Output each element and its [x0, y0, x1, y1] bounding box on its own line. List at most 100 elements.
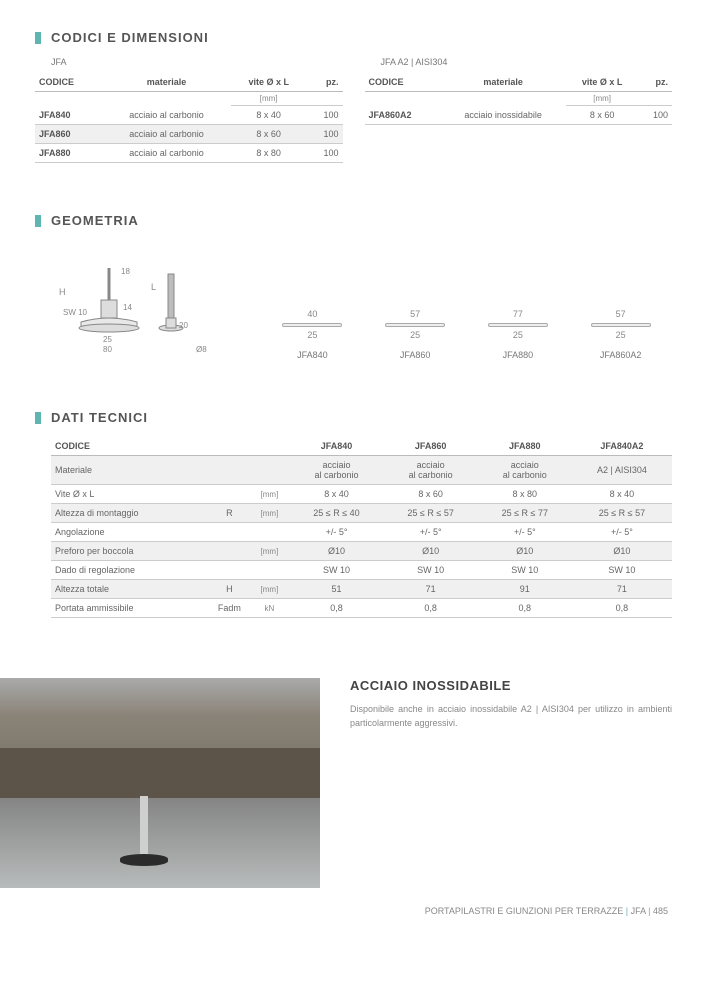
geom-foot-icon	[591, 323, 651, 327]
table-row: JFA880acciaio al carbonio8 x 80100	[35, 144, 343, 163]
cell-materiale: acciaio al carbonio	[102, 144, 231, 163]
cell-codice: JFA840	[35, 106, 102, 125]
table-row: Altezza totaleH[mm]51719171	[51, 580, 672, 599]
tech-label: Altezza totale	[51, 580, 209, 599]
geom-foot-icon	[385, 323, 445, 327]
table-row: Portata ammissibileFadmkN0,80,80,80,8	[51, 599, 672, 618]
geom-base: 25	[591, 330, 651, 340]
geom-label-base2: 80	[103, 345, 112, 354]
tech-value: +/- 5°	[478, 523, 572, 542]
tech-col-header	[209, 437, 249, 456]
tech-col-header: JFA880	[478, 437, 572, 456]
geom-code: JFA840	[282, 350, 342, 360]
geom-label-sw: SW 10	[63, 308, 88, 317]
tech-value: 0,8	[572, 599, 672, 618]
codes-subhead-jfa: JFA	[51, 57, 343, 67]
tech-value: +/- 5°	[289, 523, 383, 542]
tech-value: 8 x 40	[572, 485, 672, 504]
unit-mm: [mm]	[231, 92, 307, 106]
tech-value: Ø10	[289, 542, 383, 561]
inox-body: Disponibile anche in acciaio inossidabil…	[350, 703, 672, 730]
tech-value: +/- 5°	[572, 523, 672, 542]
tech-unit	[249, 456, 289, 485]
cell-materiale: acciaio al carbonio	[102, 106, 231, 125]
section-header-codici: CODICI E DIMENSIONI	[35, 30, 672, 45]
cell-pz: 100	[307, 106, 343, 125]
col-codice: CODICE	[35, 73, 102, 92]
tech-value: acciaioal carbonio	[478, 456, 572, 485]
tech-value: 25 ≤ R ≤ 40	[289, 504, 383, 523]
geom-code: JFA860A2	[591, 350, 651, 360]
tech-sym	[209, 485, 249, 504]
table-row: Materialeacciaioal carbonioacciaioal car…	[51, 456, 672, 485]
geometria-area: H SW 10 L 18 14 20 25 80 Ø8 40 25 JFA840 57…	[35, 240, 672, 360]
tech-table: CODICEJFA840JFA860JFA880JFA840A2 Materia…	[51, 437, 672, 618]
tech-value: 8 x 80	[478, 485, 572, 504]
table-row: Preforo per boccola[mm]Ø10Ø10Ø10Ø10	[51, 542, 672, 561]
tech-sym	[209, 542, 249, 561]
tech-sym: H	[209, 580, 249, 599]
footer-code: JFA	[631, 906, 646, 916]
tech-value: 0,8	[478, 599, 572, 618]
cell-vite: 8 x 80	[231, 144, 307, 163]
inox-text-block: ACCIAIO INOSSIDABILE Disponibile anche i…	[320, 678, 672, 888]
tech-value: A2 | AISI304	[572, 456, 672, 485]
geom-label-rod: 18	[121, 267, 130, 276]
tech-unit: [mm]	[249, 504, 289, 523]
table-row: Altezza di montaggioR[mm]25 ≤ R ≤ 4025 ≤…	[51, 504, 672, 523]
geom-base: 25	[385, 330, 445, 340]
geometry-drawing: H SW 10 L 18 14 20 25 80 Ø8	[51, 250, 231, 360]
table-row: JFA840acciaio al carbonio8 x 40100	[35, 106, 343, 125]
cell-vite: 8 x 60	[231, 125, 307, 144]
tech-col-header: JFA840	[289, 437, 383, 456]
tech-label: Portata ammissibile	[51, 599, 209, 618]
col-codice: CODICE	[365, 73, 440, 92]
cell-codice: JFA860	[35, 125, 102, 144]
tech-value: 25 ≤ R ≤ 57	[572, 504, 672, 523]
section-marker	[35, 32, 41, 44]
codes-table-jfa-a2: JFA A2 | AISI304 CODICE materiale vite Ø…	[365, 57, 673, 163]
geom-label-l: L	[151, 282, 156, 292]
tech-unit: [mm]	[249, 542, 289, 561]
col-materiale: materiale	[440, 73, 566, 92]
cell-materiale: acciaio inossidabile	[440, 106, 566, 125]
geom-item: 7725JFA880	[488, 295, 548, 360]
tech-value: 25 ≤ R ≤ 57	[384, 504, 478, 523]
col-pz: pz.	[638, 73, 672, 92]
table-row: Vite Ø x L[mm]8 x 408 x 608 x 808 x 40	[51, 485, 672, 504]
inox-title: ACCIAIO INOSSIDABILE	[350, 678, 672, 693]
cell-pz: 100	[638, 106, 672, 125]
geom-L: 77	[488, 295, 548, 319]
tech-sym	[209, 561, 249, 580]
geom-item: 5725JFA860	[385, 295, 445, 360]
section-marker	[35, 215, 41, 227]
cell-codice: JFA860A2	[365, 106, 440, 125]
section-title: CODICI E DIMENSIONI	[51, 30, 209, 45]
tech-unit: [mm]	[249, 580, 289, 599]
footer-path: PORTAPILASTRI E GIUNZIONI PER TERRAZZE	[425, 906, 624, 916]
codes-subhead-jfa-a2: JFA A2 | AISI304	[381, 57, 673, 67]
section-header-dati: DATI TECNICI	[35, 410, 672, 425]
geom-label-h: H	[59, 287, 66, 297]
tech-value: 8 x 40	[289, 485, 383, 504]
codes-tables-row: JFA CODICE materiale vite Ø x L pz. [mm]…	[35, 57, 672, 163]
tech-value: 0,8	[289, 599, 383, 618]
photo-row: ACCIAIO INOSSIDABILE Disponibile anche i…	[0, 678, 672, 888]
geom-L: 40	[282, 295, 342, 319]
tech-value: +/- 5°	[384, 523, 478, 542]
tech-value: Ø10	[572, 542, 672, 561]
cell-pz: 100	[307, 144, 343, 163]
col-vite: vite Ø x L	[231, 73, 307, 92]
tech-value: 91	[478, 580, 572, 599]
tech-sym	[209, 456, 249, 485]
table-row: Dado di regolazioneSW 10SW 10SW 10SW 10	[51, 561, 672, 580]
col-vite: vite Ø x L	[566, 73, 638, 92]
tech-unit: kN	[249, 599, 289, 618]
tech-value: 25 ≤ R ≤ 77	[478, 504, 572, 523]
section-marker	[35, 412, 41, 424]
tech-sym: R	[209, 504, 249, 523]
tech-value: SW 10	[478, 561, 572, 580]
unit-mm: [mm]	[566, 92, 638, 106]
col-materiale: materiale	[102, 73, 231, 92]
tech-value: 71	[572, 580, 672, 599]
